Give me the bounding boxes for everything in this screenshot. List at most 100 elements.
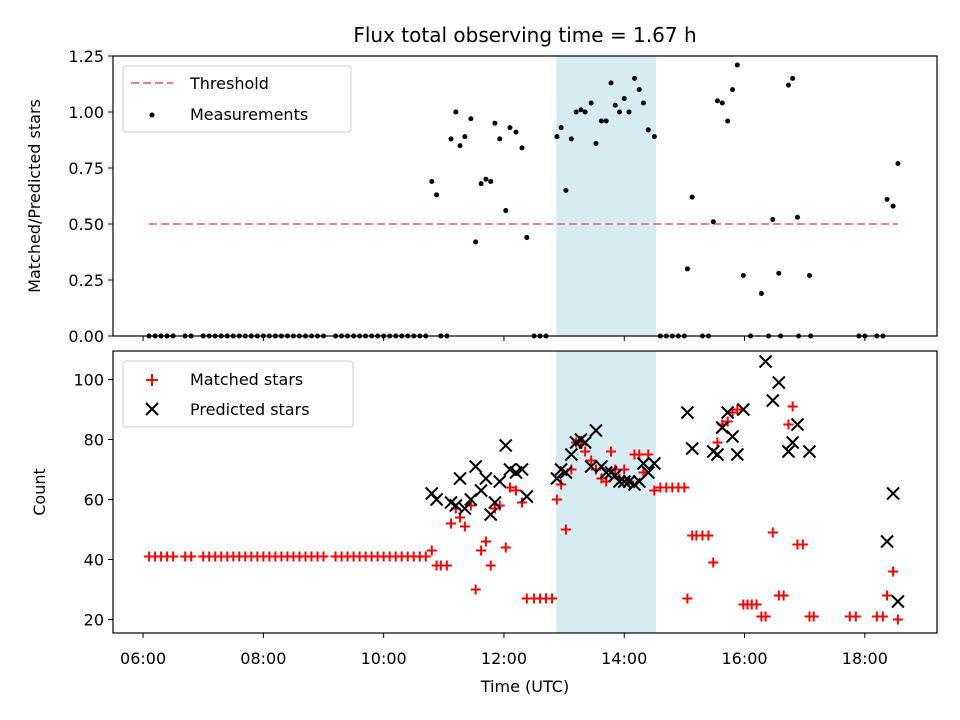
matched-stars-point [547, 593, 558, 604]
measurements-point [740, 273, 746, 279]
measurements-point [513, 129, 519, 135]
matched-stars-point [682, 593, 693, 604]
predicted-stars-point [785, 435, 800, 450]
matched-stars-point [751, 599, 762, 610]
matched-stars-point [732, 404, 743, 415]
y-tick-label: 0.50 [68, 215, 104, 234]
predicted-stars-point [488, 495, 502, 510]
y-tick-label: 1.00 [68, 103, 104, 122]
measurements-point [453, 109, 459, 115]
predicted-stars-point [636, 456, 651, 471]
predicted-stars-point [484, 507, 498, 522]
matched-stars-point [808, 611, 819, 622]
predicted-stars-point [453, 471, 467, 486]
matched-stars-point [882, 590, 893, 601]
matched-stars-point [485, 560, 496, 571]
measurements-point [434, 192, 440, 198]
matched-stars-point [703, 530, 714, 541]
legend-threshold-label: Threshold [189, 74, 269, 93]
predicted-stars-point [608, 468, 622, 483]
predicted-stars-point [550, 471, 564, 486]
predicted-stars-point [720, 405, 735, 420]
matched-stars-point [634, 449, 645, 460]
matched-stars-point [510, 485, 521, 496]
x-tick-label: 18:00 [842, 649, 888, 668]
legend-predicted-swatch [145, 402, 159, 416]
measurements-point [612, 102, 618, 108]
panel-count-legend-box [122, 360, 354, 428]
predicted-stars-point [802, 444, 817, 459]
measurements-point [554, 134, 560, 140]
matched-stars-point [441, 560, 452, 571]
y-tick-label: 20 [84, 611, 104, 630]
matched-stars-point [476, 545, 487, 556]
matched-stars-point [186, 551, 197, 562]
x-tick-label: 16:00 [721, 649, 767, 668]
predicted-stars-point [589, 423, 603, 438]
measurements-point [806, 273, 812, 279]
measurements-point [558, 125, 564, 131]
matched-stars-point [470, 584, 481, 595]
predicted-stars-point [710, 447, 725, 462]
measurements-point [497, 136, 503, 142]
measurements-point [488, 178, 494, 184]
measurements-point [483, 176, 489, 182]
predicted-stars-point [499, 438, 513, 453]
predicted-stars-point [479, 471, 493, 486]
matched-stars-point [504, 482, 515, 493]
predicted-stars-point [880, 534, 894, 549]
legend-measurements-label: Measurements [190, 105, 308, 124]
predicted-stars-point [725, 429, 740, 444]
measurements-point [563, 187, 569, 193]
predicted-stars-point [680, 405, 695, 420]
y-tick-label: 100 [73, 371, 104, 390]
legend-measurements-swatch [149, 112, 155, 118]
measurements-point [616, 109, 622, 115]
matched-stars-point [797, 539, 808, 550]
matched-stars-point [556, 479, 567, 490]
measurements-point [636, 87, 642, 93]
matched-stars-point [892, 614, 903, 625]
predicted-stars-point [758, 354, 773, 369]
measurements-point [573, 109, 579, 115]
matched-stars-point [426, 545, 437, 556]
measurements-point [684, 266, 690, 272]
measurements-point [645, 127, 651, 133]
matched-stars-point [888, 566, 899, 577]
measurements-point [578, 107, 584, 113]
measurements-point [603, 118, 609, 124]
measurements-point [588, 100, 594, 106]
x-tick-label: 08:00 [240, 649, 286, 668]
panel-ratio-band [556, 56, 657, 336]
y-tick-label: 0.25 [68, 271, 104, 290]
measurements-point [457, 143, 463, 149]
measurements-point [631, 75, 637, 81]
x-tick-label: 12:00 [481, 649, 527, 668]
predicted-stars-point [647, 456, 662, 471]
predicted-stars-point [766, 393, 780, 408]
measurements-point [582, 109, 588, 115]
measurements-point [473, 239, 479, 245]
predicted-stars-point [449, 498, 463, 513]
matched-stars-point [560, 524, 571, 535]
matched-stars-point [420, 551, 431, 562]
matched-stars-point [787, 401, 798, 412]
measurements-point [468, 116, 474, 122]
predicted-stars-point [685, 441, 699, 456]
matched-stars-point [494, 500, 505, 511]
predicted-stars-point [617, 474, 631, 489]
measurements-point [608, 80, 614, 86]
matched-stars-point [712, 437, 723, 448]
matched-stars-point [459, 521, 470, 532]
measurements-point [621, 96, 627, 102]
predicted-stars-point [599, 465, 613, 480]
y-tick-label: 1.25 [68, 47, 104, 66]
chart-title: Flux total observing time = 1.67 h [353, 23, 696, 47]
panel-ratio-y-ticks: 0.00 0.25 0.50 0.75 1.00 1.25 [68, 47, 866, 346]
predicted-stars-point [520, 489, 534, 504]
measurements-point [640, 100, 646, 106]
measurements-point [507, 125, 513, 131]
matched-stars-point [580, 446, 591, 457]
measurements-point [448, 136, 454, 142]
panel-count-legend: Matched stars Predicted stars [122, 360, 354, 428]
